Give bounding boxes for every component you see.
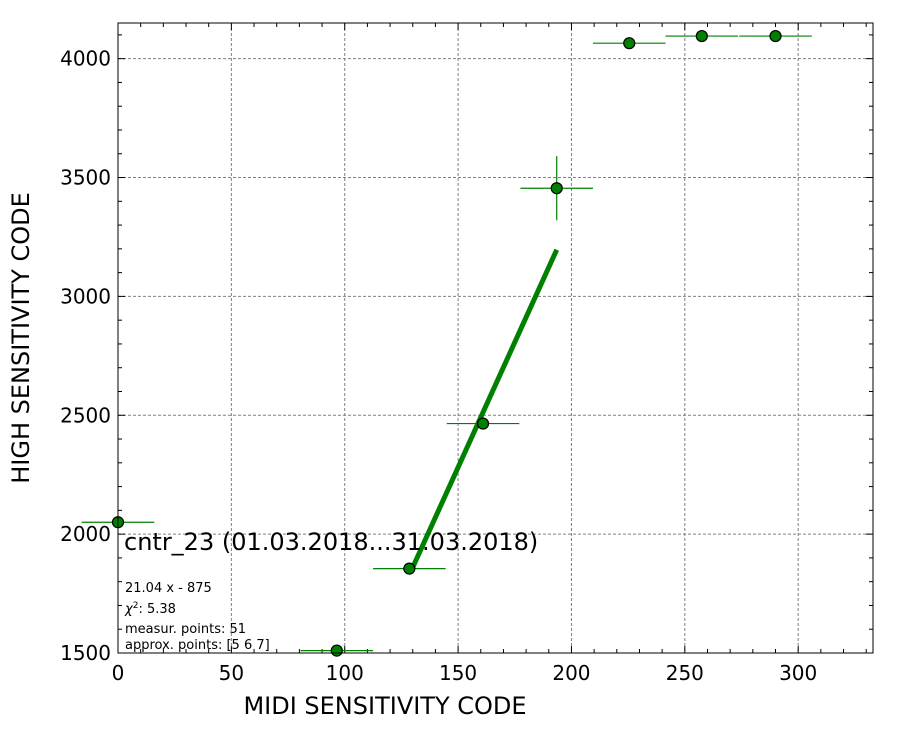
y-axis-label: HIGH SENSITIVITY CODE xyxy=(7,192,35,484)
x-tick-label: 100 xyxy=(326,661,364,685)
data-point xyxy=(330,644,343,657)
x-tick-label: 250 xyxy=(666,661,704,685)
y-tick-label: 3000 xyxy=(60,284,111,308)
data-point xyxy=(476,417,490,430)
fit-formula: 21.04 x - 875 xyxy=(125,581,212,596)
x-tick-label: 200 xyxy=(552,661,590,685)
x-tick-label: 50 xyxy=(219,661,244,685)
x-tick-label: 150 xyxy=(439,661,477,685)
measurement-points: measur. points: 51 xyxy=(125,622,246,637)
data-point xyxy=(403,562,416,575)
data-point xyxy=(769,29,782,43)
chi-squared: χ2: 5.38 xyxy=(124,601,176,617)
grid xyxy=(117,23,873,653)
data-point xyxy=(695,29,708,43)
fit-line xyxy=(409,248,559,571)
data-points xyxy=(111,29,782,657)
fit-line-layer xyxy=(409,248,559,571)
tick-labels: 0 50 100 150 200 250 300 1500 2000 2500 3000 3500 40… xyxy=(60,47,817,685)
x-tick-label: 0 xyxy=(112,661,125,685)
y-tick-label: 4000 xyxy=(60,47,111,71)
y-tick-label: 1500 xyxy=(60,641,111,665)
y-tick-label: 2500 xyxy=(60,403,111,427)
y-tick-label: 3500 xyxy=(60,166,111,190)
data-point xyxy=(623,37,636,50)
data-point xyxy=(550,182,563,195)
approx-points: approx. points: [5 6 7] xyxy=(125,638,270,653)
minor-ticks xyxy=(118,23,873,653)
errorbars xyxy=(81,35,812,652)
plot-frame xyxy=(117,22,874,654)
series-annotation: cntr_23 (01.03.2018...31.03.2018) xyxy=(124,528,538,556)
x-axis-label: MIDI SENSITIVITY CODE xyxy=(243,692,526,720)
y-tick-label: 2000 xyxy=(60,522,111,546)
x-tick-label: 300 xyxy=(779,661,817,685)
major-ticks xyxy=(117,23,873,654)
